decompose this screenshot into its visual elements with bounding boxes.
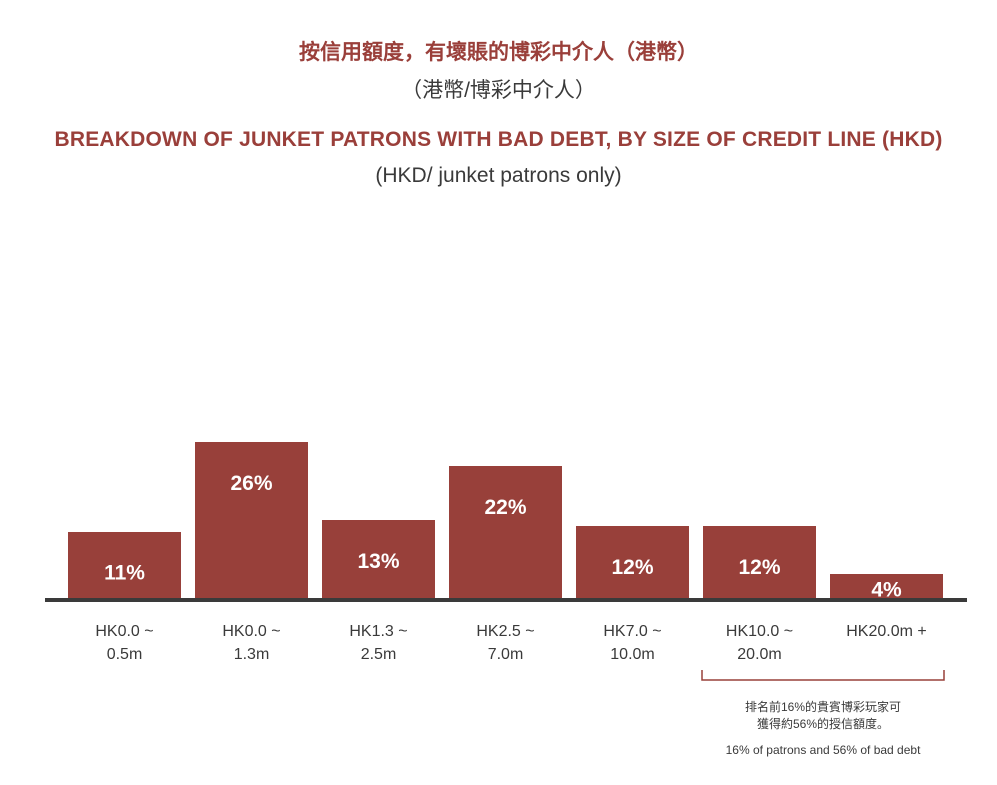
annotation-text-zh: 排名前16%的貴賓博彩玩家可 xyxy=(745,699,901,714)
category-label: HK7.0 ~ xyxy=(603,623,661,640)
chart-title-zh: 按信用額度，有壞賬的博彩中介人（港幣） xyxy=(299,41,698,64)
category-label: 7.0m xyxy=(488,646,524,663)
category-label: HK10.0 ~ xyxy=(726,623,793,640)
annotation-text-zh: 獲得約56%的授信額度。 xyxy=(757,716,889,731)
bar xyxy=(576,526,689,598)
category-label: HK0.0 ~ xyxy=(95,623,153,640)
bar xyxy=(68,532,181,598)
bar xyxy=(322,520,435,598)
bar-value-label: 11% xyxy=(104,562,145,585)
x-axis-line xyxy=(45,598,967,602)
annotation-bracket xyxy=(701,670,945,681)
category-label: HK20.0m + xyxy=(846,623,926,640)
category-label: HK1.3 ~ xyxy=(349,623,407,640)
annotation-text-en: 16% of patrons and 56% of bad debt xyxy=(726,743,921,757)
bar-value-label: 4% xyxy=(871,578,902,601)
category-label: 20.0m xyxy=(737,646,781,663)
chart-subtitle-zh: （港幣/博彩中介人） xyxy=(401,79,596,102)
chart-title-en: BREAKDOWN OF JUNKET PATRONS WITH BAD DEB… xyxy=(54,128,943,151)
category-label: HK0.0 ~ xyxy=(222,623,280,640)
bar-value-label: 13% xyxy=(357,550,399,573)
bar-value-label: 22% xyxy=(484,496,526,519)
category-label: 10.0m xyxy=(610,646,654,663)
bar xyxy=(449,466,562,598)
bar-value-label: 12% xyxy=(738,556,780,579)
category-label: 1.3m xyxy=(234,646,270,663)
bar-value-label: 12% xyxy=(611,556,653,579)
bar xyxy=(195,442,308,598)
category-label: 0.5m xyxy=(107,646,143,663)
bar xyxy=(703,526,816,598)
category-label: 2.5m xyxy=(361,646,397,663)
chart-subtitle-en: (HKD/ junket patrons only) xyxy=(375,164,622,187)
bar-value-label: 26% xyxy=(230,472,272,495)
category-label: HK2.5 ~ xyxy=(476,623,534,640)
bar xyxy=(830,574,943,598)
